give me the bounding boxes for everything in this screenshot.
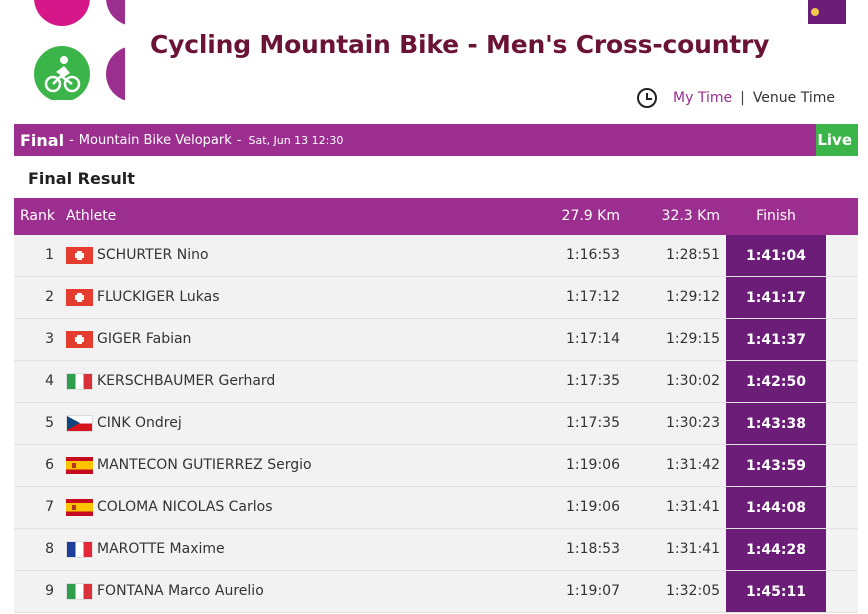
header-split-2: 32.3 Km — [661, 208, 720, 224]
header-rank: Rank — [20, 208, 55, 224]
header-split-1: 27.9 Km — [561, 208, 620, 224]
result-heading: Final Result — [28, 169, 135, 188]
finish-time: 1:43:59 — [726, 445, 826, 486]
flag-esp-icon — [66, 457, 93, 474]
athlete-name[interactable]: COLOMA NICOLAS Carlos — [97, 499, 273, 515]
flag-ita-icon — [66, 583, 93, 600]
table-row[interactable]: 9 FONTANA Marco Aurelio 1:19:07 1:32:05 1:45… — [14, 571, 858, 613]
split-2-time: 1:28:51 — [666, 247, 720, 263]
split-2-time: 1:31:41 — [666, 499, 720, 515]
corner-badge — [808, 0, 846, 24]
split-1-time: 1:19:06 — [566, 457, 620, 473]
finish-time: 1:43:38 — [726, 403, 826, 444]
sport-icon-purple-2[interactable] — [106, 46, 128, 100]
table-row[interactable]: 1 SCHURTER Nino 1:16:53 1:28:51 1:41:04 — [14, 235, 858, 277]
split-1-time: 1:17:35 — [566, 373, 620, 389]
athlete-name[interactable]: GIGER Fabian — [97, 331, 192, 347]
split-1-time: 1:18:53 — [566, 541, 620, 557]
finish-time: 1:41:17 — [726, 277, 826, 318]
split-1-time: 1:16:53 — [566, 247, 620, 263]
table-row[interactable]: 4 KERSCHBAUMER Gerhard 1:17:35 1:30:02 1:42:… — [14, 361, 858, 403]
finish-time: 1:44:08 — [726, 487, 826, 528]
split-1-time: 1:19:07 — [566, 583, 620, 599]
finish-time: 1:44:28 — [726, 529, 826, 570]
event-venue: Mountain Bike Velopark — [78, 132, 232, 148]
split-1-time: 1:17:12 — [566, 289, 620, 305]
rank-cell: 4 — [45, 373, 54, 389]
live-badge[interactable]: Live — [806, 124, 858, 156]
athlete-name[interactable]: MANTECON GUTIERREZ Sergio — [97, 457, 312, 473]
flag-esp-icon — [66, 499, 93, 516]
event-bar: Final - Mountain Bike Velopark - Sat, Ju… — [14, 124, 858, 156]
athlete-name[interactable]: CINK Ondrej — [97, 415, 182, 431]
flag-cze-icon — [66, 415, 93, 432]
table-row[interactable]: 2 FLUCKIGER Lukas 1:17:12 1:29:12 1:41:17 — [14, 277, 858, 319]
header-athlete: Athlete — [66, 208, 117, 224]
split-1-time: 1:19:06 — [566, 499, 620, 515]
flag-sui-icon — [66, 331, 93, 348]
results-table: Rank Athlete 27.9 Km 32.3 Km Finish 1 SCH… — [14, 198, 858, 613]
flag-sui-icon — [66, 247, 93, 264]
split-2-time: 1:30:02 — [666, 373, 720, 389]
sport-icons-strip — [0, 0, 128, 100]
split-2-time: 1:30:23 — [666, 415, 720, 431]
table-row[interactable]: 8 MAROTTE Maxime 1:18:53 1:31:41 1:44:28 — [14, 529, 858, 571]
table-row[interactable]: 6 MANTECON GUTIERREZ Sergio 1:19:06 1:31:42… — [14, 445, 858, 487]
athlete-name[interactable]: SCHURTER Nino — [97, 247, 209, 263]
split-1-time: 1:17:35 — [566, 415, 620, 431]
rank-cell: 5 — [45, 415, 54, 431]
rank-cell: 2 — [45, 289, 54, 305]
time-toggle-separator: | — [740, 90, 745, 106]
table-row[interactable]: 5 CINK Ondrej 1:17:35 1:30:23 1:43:38 — [14, 403, 858, 445]
sport-icon-pink[interactable] — [34, 0, 90, 26]
rank-cell: 1 — [45, 247, 54, 263]
finish-time: 1:45:11 — [726, 571, 826, 612]
rank-cell: 9 — [45, 583, 54, 599]
split-2-time: 1:29:15 — [666, 331, 720, 347]
time-toggle: My Time | Venue Time — [637, 88, 835, 108]
split-2-time: 1:31:42 — [666, 457, 720, 473]
athlete-name[interactable]: FLUCKIGER Lukas — [97, 289, 220, 305]
header-finish: Finish — [756, 208, 796, 224]
event-datetime: Sat, Jun 13 12:30 — [248, 133, 344, 147]
split-1-time: 1:17:14 — [566, 331, 620, 347]
split-2-time: 1:32:05 — [666, 583, 720, 599]
cycling-mountain-bike-icon[interactable] — [34, 46, 90, 100]
table-body: 1 SCHURTER Nino 1:16:53 1:28:51 1:41:04 2 FLUC… — [14, 235, 858, 613]
table-row[interactable]: 3 GIGER Fabian 1:17:14 1:29:15 1:41:37 — [14, 319, 858, 361]
venue-time-link[interactable]: Venue Time — [752, 90, 835, 106]
rank-cell: 3 — [45, 331, 54, 347]
flag-sui-icon — [66, 289, 93, 306]
split-2-time: 1:31:41 — [666, 541, 720, 557]
rank-cell: 6 — [45, 457, 54, 473]
event-separator: - — [69, 132, 74, 148]
table-header: Rank Athlete 27.9 Km 32.3 Km Finish — [14, 198, 858, 235]
event-separator-2: - — [236, 132, 242, 148]
my-time-link[interactable]: My Time — [673, 90, 733, 106]
finish-time: 1:41:04 — [726, 235, 826, 276]
rank-cell: 7 — [45, 499, 54, 515]
event-phase: Final — [20, 130, 65, 150]
athlete-name[interactable]: KERSCHBAUMER Gerhard — [97, 373, 276, 389]
athlete-name[interactable]: MAROTTE Maxime — [97, 541, 225, 557]
flag-fra-icon — [66, 541, 93, 558]
rank-cell: 8 — [45, 541, 54, 557]
icon-strip-mask — [125, 0, 128, 100]
badge-dot-icon — [811, 8, 819, 16]
athlete-name[interactable]: FONTANA Marco Aurelio — [97, 583, 264, 599]
finish-time: 1:42:50 — [726, 361, 826, 402]
page-title: Cycling Mountain Bike - Men's Cross-coun… — [150, 30, 770, 59]
table-row[interactable]: 7 COLOMA NICOLAS Carlos 1:19:06 1:31:41 1:44… — [14, 487, 858, 529]
split-2-time: 1:29:12 — [666, 289, 720, 305]
flag-ita-icon — [66, 373, 93, 390]
clock-icon — [637, 88, 658, 108]
finish-time: 1:41:37 — [726, 319, 826, 360]
